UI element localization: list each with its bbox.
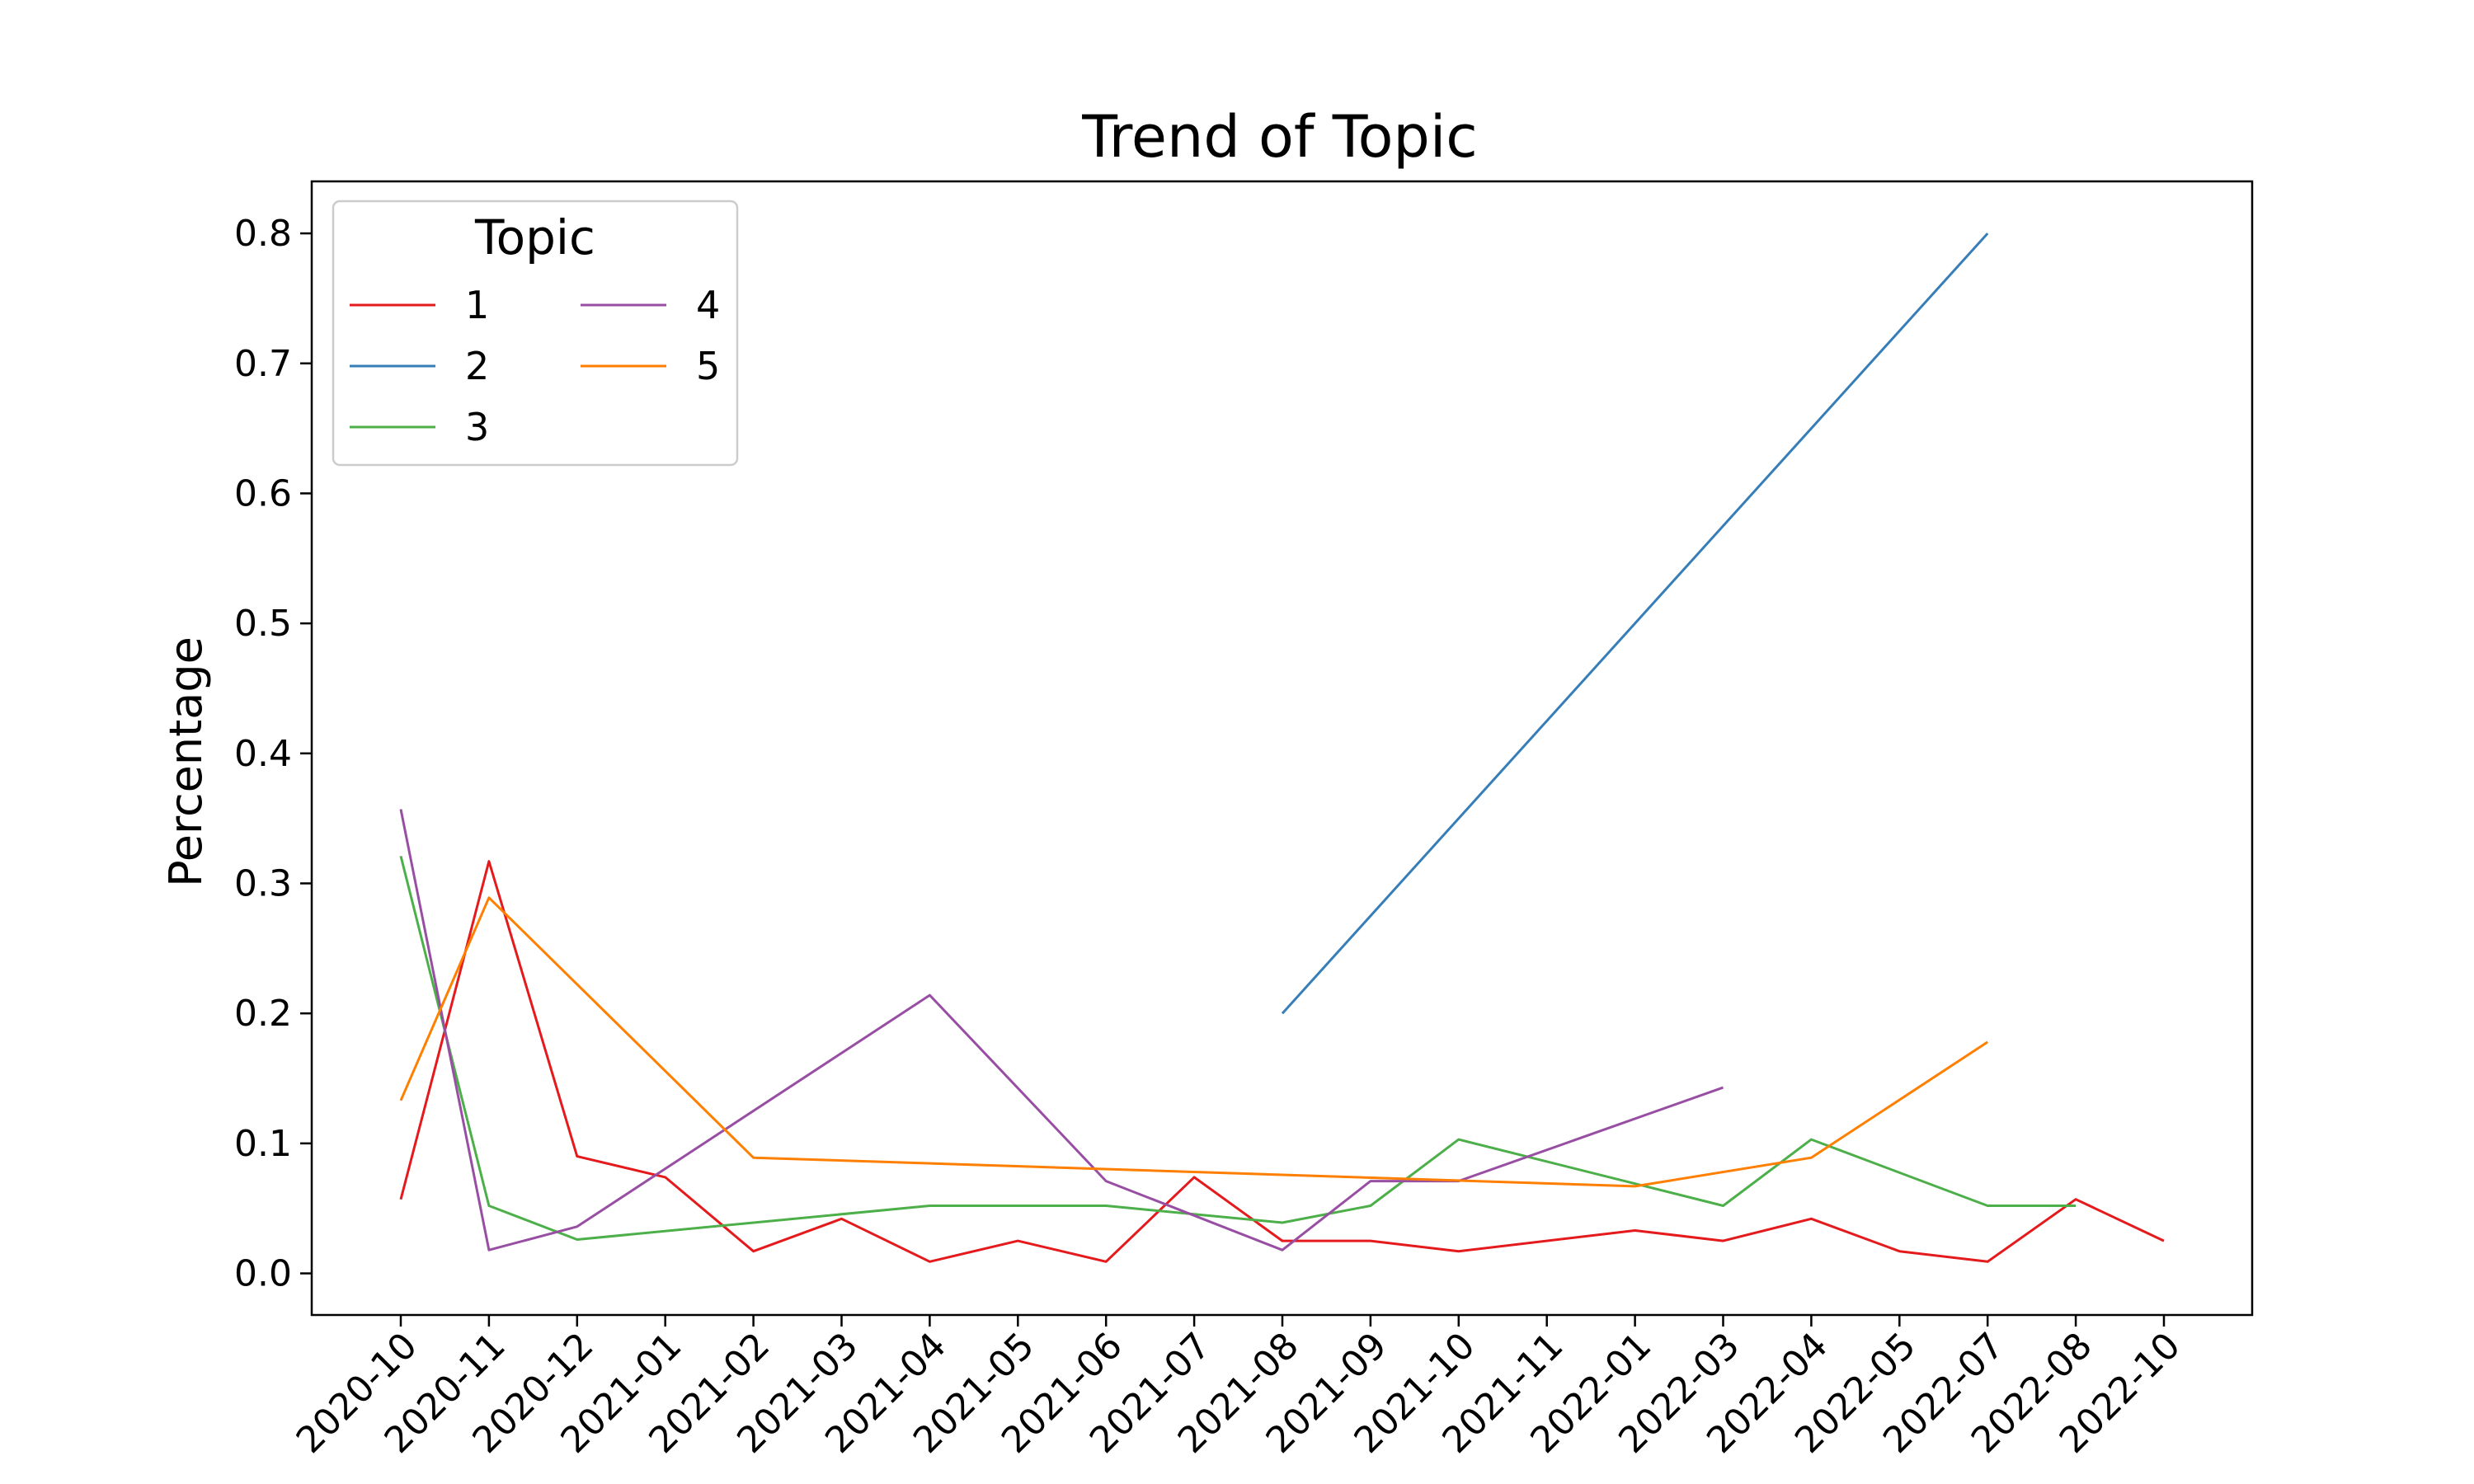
y-tick-label: 0.2 [234,993,292,1035]
series-line-topic-5 [399,896,1989,1188]
legend: Topic 1 2 3 4 5 [332,200,739,467]
y-tick-label: 0.5 [234,603,292,645]
y-tick-label: 0.3 [234,862,292,904]
series-line-topic-1 [399,860,2165,1263]
legend-label-topic-1: 1 [465,283,489,327]
y-tick-label: 0.6 [234,472,292,514]
y-tick-label: 0.8 [234,213,292,255]
y-tick-label: 0.7 [234,343,292,385]
chart-title: Trend of Topic [1081,103,1478,171]
y-axis-label: Percentage [160,636,212,887]
legend-box [332,200,739,467]
legend-title: Topic [474,209,595,265]
y-tick-label: 0.4 [234,733,292,775]
legend-label-topic-4: 4 [696,283,720,327]
legend-label-topic-2: 2 [465,344,489,388]
y-tick-label: 0.1 [234,1123,292,1165]
plot-area-lines [399,232,2165,1263]
series-line-topic-2 [1281,232,1989,1015]
y-tick-label: 0.0 [234,1253,292,1295]
y-axis: 0.0 0.1 0.2 0.3 0.4 0.5 0.6 0.7 0.8 [234,213,312,1295]
legend-items: 1 2 3 4 5 [350,283,720,449]
legend-label-topic-5: 5 [696,344,720,388]
legend-label-topic-3: 3 [465,405,489,449]
series-line-topic-4 [399,809,1724,1252]
plot-frame [310,180,2254,1317]
